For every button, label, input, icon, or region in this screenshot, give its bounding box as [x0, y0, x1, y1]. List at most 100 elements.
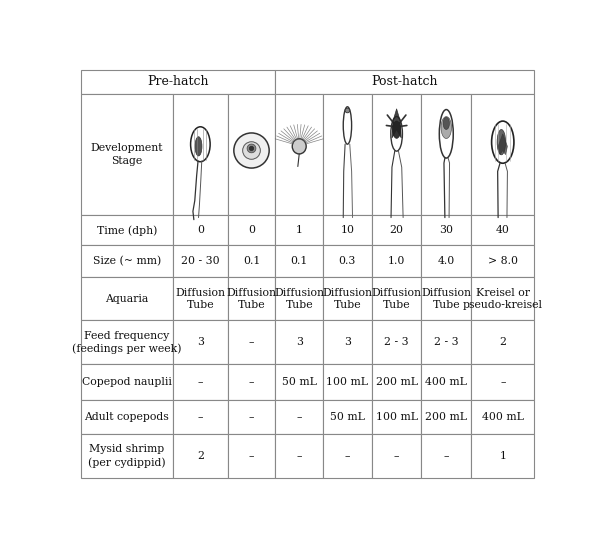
Text: Copepod nauplii: Copepod nauplii [82, 377, 172, 387]
Text: 0: 0 [197, 225, 204, 235]
Text: Pre-hatch: Pre-hatch [147, 75, 209, 88]
Bar [80, 278, 173, 320]
Bar [421, 364, 471, 400]
Text: 0: 0 [248, 225, 255, 235]
Text: 40: 40 [496, 225, 510, 235]
Bar [173, 94, 227, 216]
Bar [227, 278, 275, 320]
Bar [275, 245, 323, 278]
Bar [372, 364, 421, 400]
Bar [471, 320, 535, 364]
Bar [227, 320, 275, 364]
Bar [173, 364, 227, 400]
Text: –: – [249, 451, 254, 461]
Bar [421, 245, 471, 278]
Text: 100 mL: 100 mL [376, 412, 418, 422]
Bar [421, 216, 471, 245]
Ellipse shape [391, 117, 403, 151]
Bar [471, 434, 535, 478]
Text: –: – [394, 451, 400, 461]
Bar [80, 70, 275, 94]
Bar [227, 400, 275, 434]
Text: Mysid shrimp
(per cydippid): Mysid shrimp (per cydippid) [88, 444, 166, 468]
Bar [80, 320, 173, 364]
Polygon shape [498, 134, 508, 154]
Text: Diffusion
Tube: Diffusion Tube [322, 287, 373, 311]
Bar [275, 320, 323, 364]
Ellipse shape [441, 117, 452, 138]
Text: 1: 1 [499, 451, 506, 461]
Text: Time (dph): Time (dph) [97, 225, 157, 236]
Bar [372, 434, 421, 478]
Bar [323, 434, 372, 478]
Bar [471, 216, 535, 245]
Text: Diffusion
Tube: Diffusion Tube [371, 287, 422, 311]
Text: 50 mL: 50 mL [282, 377, 317, 387]
Polygon shape [392, 109, 401, 138]
Bar [323, 216, 372, 245]
Text: 100 mL: 100 mL [326, 377, 368, 387]
Bar [275, 94, 323, 216]
Ellipse shape [392, 121, 401, 138]
Bar [323, 400, 372, 434]
Text: 50 mL: 50 mL [330, 412, 365, 422]
Ellipse shape [242, 141, 260, 159]
Ellipse shape [443, 117, 449, 130]
Text: 3: 3 [296, 337, 303, 347]
Bar [323, 245, 372, 278]
Bar [80, 216, 173, 245]
Text: –: – [443, 451, 449, 461]
Text: 20 - 30: 20 - 30 [181, 256, 220, 266]
Text: –: – [344, 451, 350, 461]
Bar [275, 400, 323, 434]
Bar [323, 320, 372, 364]
Bar [80, 364, 173, 400]
Ellipse shape [292, 139, 306, 154]
Text: 2 - 3: 2 - 3 [384, 337, 409, 347]
Bar [372, 245, 421, 278]
Bar [372, 216, 421, 245]
Text: Development
Stage: Development Stage [91, 143, 163, 166]
Text: Size (~ mm): Size (~ mm) [93, 256, 161, 267]
Text: Aquaria: Aquaria [105, 294, 148, 304]
Bar [323, 364, 372, 400]
Bar [372, 278, 421, 320]
Ellipse shape [247, 144, 256, 153]
Text: 2: 2 [499, 337, 506, 347]
Text: 400 mL: 400 mL [425, 377, 467, 387]
Text: –: – [197, 377, 203, 387]
Bar [421, 94, 471, 216]
Bar [275, 70, 535, 94]
Text: –: – [249, 377, 254, 387]
Bar [372, 94, 421, 216]
Text: 0.1: 0.1 [290, 256, 308, 266]
Bar [421, 278, 471, 320]
Bar [372, 400, 421, 434]
Text: 2: 2 [197, 451, 204, 461]
Text: –: – [197, 412, 203, 422]
Bar [173, 245, 227, 278]
Text: 2 - 3: 2 - 3 [434, 337, 458, 347]
Text: Feed frequency
(feedings per week): Feed frequency (feedings per week) [72, 331, 182, 354]
Bar [173, 434, 227, 478]
Bar [372, 320, 421, 364]
Text: Diffusion
Tube: Diffusion Tube [421, 287, 471, 311]
Ellipse shape [249, 146, 254, 151]
Text: –: – [249, 412, 254, 422]
Bar [173, 216, 227, 245]
Bar [80, 434, 173, 478]
Ellipse shape [234, 133, 269, 168]
Bar [471, 278, 535, 320]
Ellipse shape [195, 137, 202, 156]
Bar [421, 434, 471, 478]
Text: Kreisel or
pseudo-kreisel: Kreisel or pseudo-kreisel [463, 287, 543, 311]
Bar [323, 278, 372, 320]
Text: 400 mL: 400 mL [482, 412, 524, 422]
Bar [80, 245, 173, 278]
Bar [80, 400, 173, 434]
Text: 0.1: 0.1 [243, 256, 260, 266]
Bar [80, 94, 173, 216]
Bar [421, 320, 471, 364]
Bar [323, 94, 372, 216]
Text: –: – [249, 337, 254, 347]
